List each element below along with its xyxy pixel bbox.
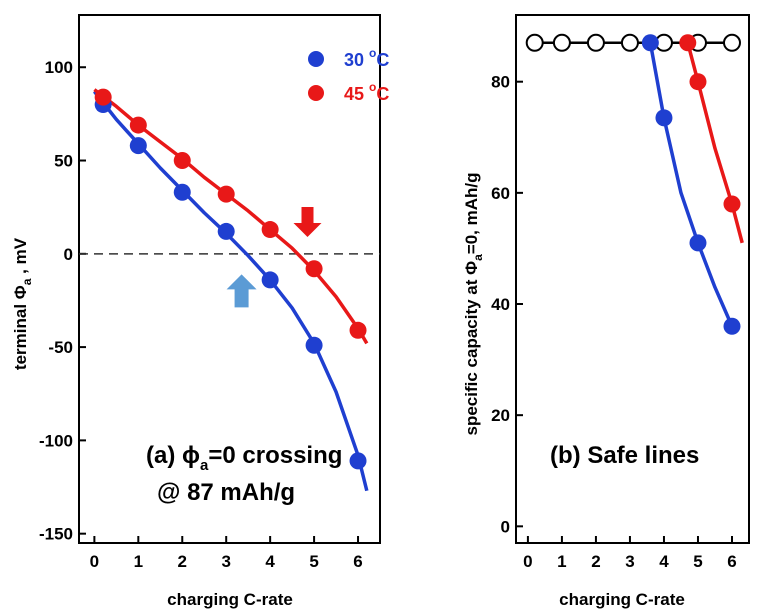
arrow-down-marker: [293, 207, 322, 238]
panel-a-ytick-label: 0: [64, 245, 73, 264]
fit-line-30c: [648, 42, 734, 327]
data-point-45c: [173, 152, 191, 170]
safe-limit-point: [722, 33, 741, 52]
panel-a-ytick-label: -50: [48, 338, 73, 357]
legend-45c-label: 45 oC: [344, 80, 389, 104]
panel-a-ytick-label: 50: [54, 152, 73, 171]
panel-a-xtick-label: 2: [178, 552, 187, 571]
panel-a-ylabel: terminal Φa , mV: [11, 237, 34, 370]
safe-limit-point: [525, 33, 544, 52]
panel-b-ytick-label: 60: [491, 184, 510, 203]
legend-45c-marker: [308, 85, 324, 101]
panel-a-xtick-label: 5: [309, 552, 318, 571]
data-point-30c: [305, 336, 323, 354]
panel-b-ytick-label: 40: [491, 295, 510, 314]
panel-a-xtick-label: 6: [353, 552, 362, 571]
arrow-up-marker: [226, 274, 257, 308]
data-point-30c: [655, 109, 673, 127]
panel-b-xtick-label: 4: [659, 552, 669, 571]
panel-b-ytick-label: 80: [491, 73, 510, 92]
safe-limit-point: [586, 33, 605, 52]
safe-limit-point: [552, 33, 571, 52]
fit-line-45c: [686, 42, 744, 244]
data-point-45c: [217, 185, 235, 203]
panel-a-ytick-label: -150: [39, 525, 73, 544]
data-point-45c: [349, 321, 367, 339]
panel-a-xlabel: charging C-rate: [167, 590, 293, 609]
data-point-30c: [723, 317, 741, 335]
panel-a-ytick-label: -100: [39, 431, 73, 450]
panel-b-xtick-label: 5: [693, 552, 702, 571]
data-point-45c: [129, 116, 147, 134]
data-point-30c: [261, 271, 279, 289]
panel-b-xtick-label: 2: [591, 552, 600, 571]
panel-b-ytick-label: 0: [501, 517, 510, 536]
data-point-45c: [305, 260, 323, 278]
panel-a-xtick-label: 4: [265, 552, 275, 571]
panel-a-annotation-line2: @ 87 mAh/g: [157, 479, 295, 506]
panel-b-xtick-label: 6: [727, 552, 736, 571]
data-point-30c: [689, 234, 707, 252]
panel-a-ytick-label: 100: [45, 58, 73, 77]
panel-b-frame: [515, 14, 750, 544]
panel-b-xtick-label: 3: [625, 552, 634, 571]
panel-a-xtick-label: 0: [90, 552, 99, 571]
panel-b-xlabel: charging C-rate: [559, 590, 685, 609]
data-point-30c: [641, 34, 659, 52]
panel-a-annotation-line1: (a) ϕa=0 crossing: [146, 442, 342, 474]
panel-a: 0 1 2 3 4 5 6 -150 -100 -50 0 50 100 charging C-rate…: [11, 14, 389, 609]
data-point-45c: [689, 73, 707, 91]
data-point-30c: [349, 452, 367, 470]
panel-a-frame: [78, 14, 381, 544]
panel-b-xtick-label: 0: [523, 552, 532, 571]
panel-a-xtick-label: 3: [221, 552, 230, 571]
panel-a-xtick-label: 1: [134, 552, 143, 571]
data-point-45c: [94, 88, 112, 106]
legend-30c-marker: [308, 51, 324, 67]
panel-b-annotation: (b) Safe lines: [550, 442, 699, 469]
data-point-30c: [173, 183, 191, 201]
data-point-30c: [217, 222, 235, 240]
data-point-45c: [723, 195, 741, 213]
legend-30c-label: 30 oC: [344, 46, 389, 70]
safe-limit-point: [620, 33, 639, 52]
panel-b-ylabel: specific capacity at Φa=0, mAh/g: [462, 173, 485, 436]
data-point-45c: [261, 221, 279, 239]
data-point-30c: [129, 137, 147, 155]
data-point-45c: [679, 34, 697, 52]
panel-b-xtick-label: 1: [557, 552, 566, 571]
panel-b-ytick-label: 20: [491, 406, 510, 425]
